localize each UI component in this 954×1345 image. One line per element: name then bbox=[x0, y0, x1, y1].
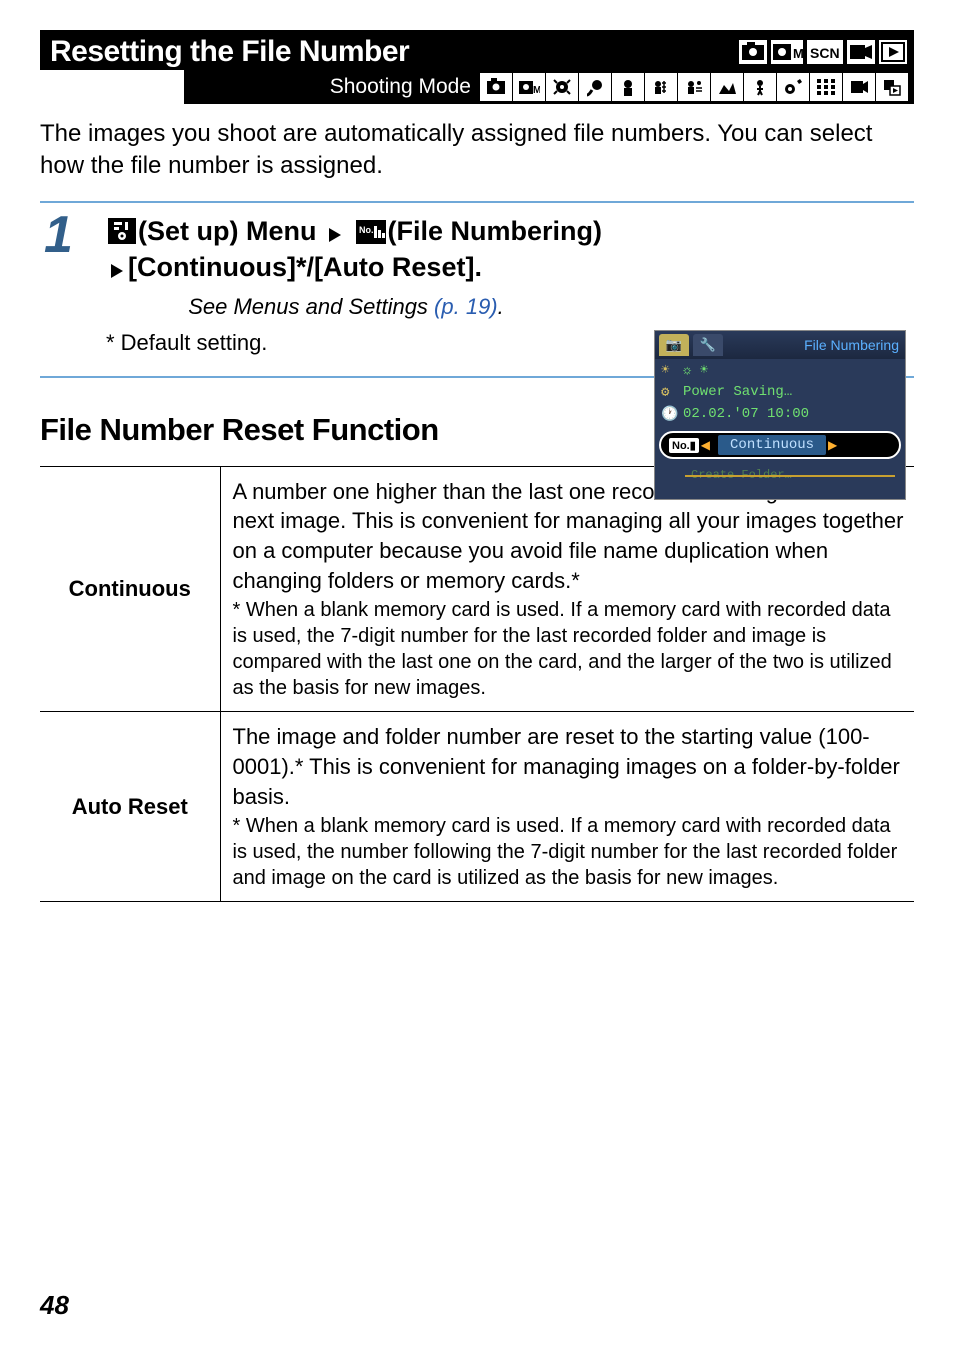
camera-menu-screenshot: 📷 🔧 File Numbering ☀☼ ☀ ⚙Power Saving… 🕐… bbox=[654, 330, 906, 500]
svg-text:No.: No. bbox=[359, 225, 374, 235]
setup-menu-icon bbox=[108, 218, 136, 244]
row-desc-autoreset: The image and folder number are reset to… bbox=[220, 712, 914, 902]
menu-row-brightness: ☀☼ ☀ bbox=[655, 359, 905, 381]
intro-paragraph: The images you shoot are automatically a… bbox=[40, 118, 914, 183]
selected-row-icon: No.▮ bbox=[669, 438, 699, 453]
title-bar: Resetting the File Number M SCN bbox=[40, 30, 914, 70]
page-number: 48 bbox=[40, 1290, 69, 1321]
step-number: 1 bbox=[40, 203, 106, 356]
mode-icon-11 bbox=[810, 73, 842, 101]
right-triangle-icon bbox=[326, 226, 344, 244]
shooting-mode-label: Shooting Mode bbox=[330, 75, 471, 99]
mode-icon-9 bbox=[744, 73, 776, 101]
mode-icon-2: M bbox=[513, 73, 545, 101]
shooting-mode-icons: M bbox=[479, 73, 908, 101]
mode-icon-4 bbox=[579, 73, 611, 101]
camera-manual-icon: M bbox=[770, 39, 804, 65]
step-heading: (Set up) Menu No.(File Numbering) [Conti… bbox=[106, 213, 914, 286]
movie-mode-icon bbox=[846, 39, 876, 65]
menu-tab-1: 📷 bbox=[659, 334, 689, 356]
mode-icon-7 bbox=[678, 73, 710, 101]
file-numbering-icon: No. bbox=[356, 220, 386, 244]
svg-text:M: M bbox=[793, 46, 804, 61]
mode-icon-8 bbox=[711, 73, 743, 101]
menu-row-datetime: 🕐02.02.'07 10:00 bbox=[655, 403, 905, 425]
menu-row-ghost: Create Folder… bbox=[655, 461, 905, 489]
page-title: Resetting the File Number bbox=[50, 35, 738, 69]
play-mode-icon bbox=[878, 39, 908, 65]
mode-icon-13 bbox=[876, 73, 908, 101]
selected-value: Continuous bbox=[718, 435, 826, 455]
menu-row-selected: No.▮ ◀ Continuous ▶ bbox=[659, 431, 901, 459]
function-table: Continuous A number one higher than the … bbox=[40, 466, 914, 903]
scn-icon: SCN bbox=[806, 39, 844, 65]
table-row: Auto Reset The image and folder number a… bbox=[40, 712, 914, 902]
row-desc-continuous: A number one higher than the last one re… bbox=[220, 466, 914, 712]
title-mode-icons: M SCN bbox=[738, 37, 908, 67]
mode-icon-10 bbox=[777, 73, 809, 101]
camera-auto-icon bbox=[738, 39, 768, 65]
menu-screen-title: File Numbering bbox=[804, 337, 899, 353]
shooting-mode-bar: Shooting Mode M bbox=[184, 70, 914, 104]
table-row: Continuous A number one higher than the … bbox=[40, 466, 914, 712]
row-label-continuous: Continuous bbox=[40, 466, 220, 712]
menu-tab-2: 🔧 bbox=[693, 334, 723, 356]
mode-icon-5 bbox=[612, 73, 644, 101]
row-label-autoreset: Auto Reset bbox=[40, 712, 220, 902]
mode-icon-12 bbox=[843, 73, 875, 101]
svg-text:SCN: SCN bbox=[810, 45, 840, 61]
left-arrow-icon: ◀ bbox=[701, 438, 710, 452]
svg-text:M: M bbox=[533, 85, 540, 96]
page-ref-link[interactable]: (p. 19) bbox=[434, 294, 498, 319]
see-menus-note: See Menus and Settings (p. 19). bbox=[106, 294, 586, 320]
menu-row-power-saving: ⚙Power Saving… bbox=[655, 381, 905, 403]
right-arrow-icon: ▶ bbox=[828, 438, 837, 452]
mode-icon-6 bbox=[645, 73, 677, 101]
right-triangle-icon-2 bbox=[108, 262, 126, 280]
mode-icon-1 bbox=[480, 73, 512, 101]
mode-icon-3 bbox=[546, 73, 578, 101]
